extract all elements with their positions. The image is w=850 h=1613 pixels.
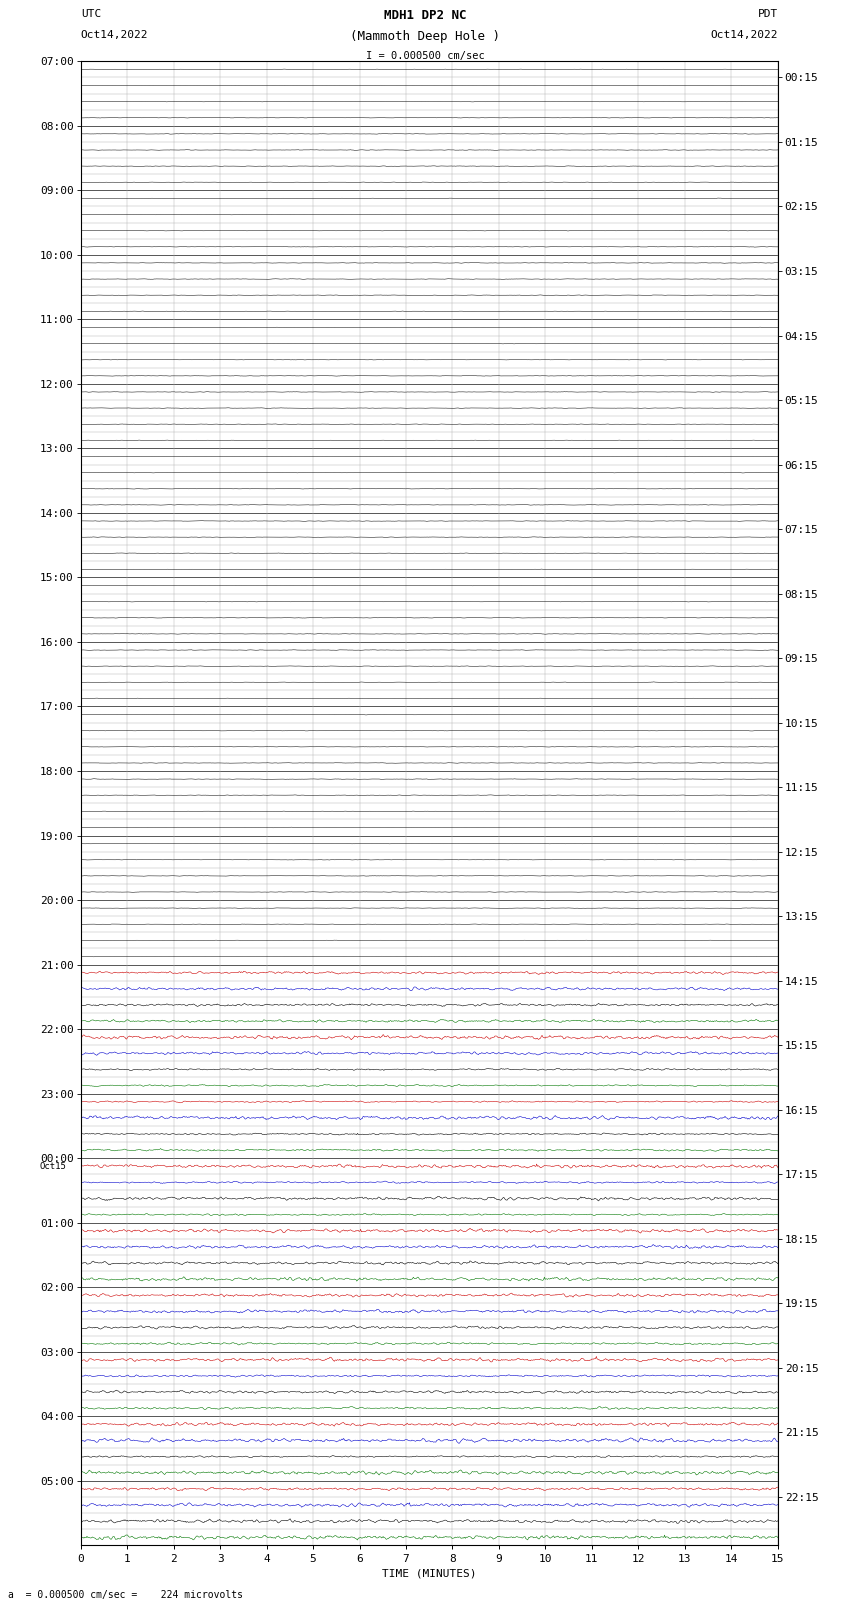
Text: MDH1 DP2 NC: MDH1 DP2 NC <box>383 10 467 23</box>
Text: PDT: PDT <box>757 10 778 19</box>
Text: Oct14,2022: Oct14,2022 <box>711 31 778 40</box>
Text: UTC: UTC <box>81 10 101 19</box>
Text: a  = 0.000500 cm/sec =    224 microvolts: a = 0.000500 cm/sec = 224 microvolts <box>8 1590 243 1600</box>
Text: (Mammoth Deep Hole ): (Mammoth Deep Hole ) <box>350 31 500 44</box>
Text: Oct15: Oct15 <box>40 1161 67 1171</box>
X-axis label: TIME (MINUTES): TIME (MINUTES) <box>382 1568 477 1579</box>
Text: Oct14,2022: Oct14,2022 <box>81 31 148 40</box>
Text: I = 0.000500 cm/sec: I = 0.000500 cm/sec <box>366 52 484 61</box>
